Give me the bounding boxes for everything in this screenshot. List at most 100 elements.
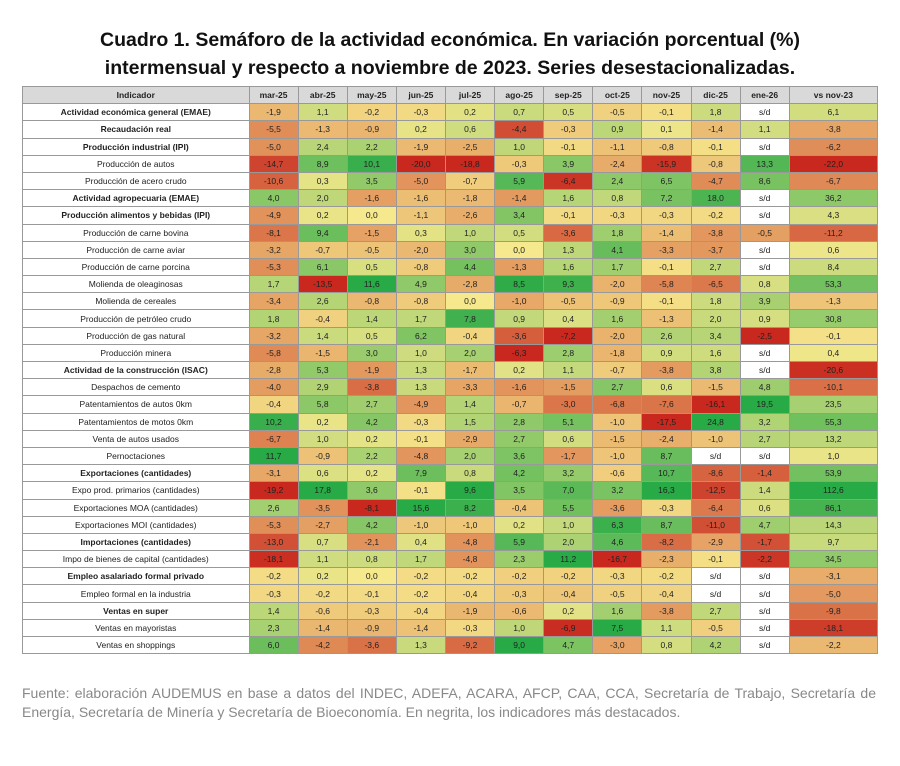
cell: 18,0 — [690, 189, 741, 208]
cell: 4,2 — [690, 635, 741, 655]
cell: -1,9 — [395, 137, 446, 156]
cell: -0,8 — [641, 137, 692, 156]
cell: 16,3 — [641, 481, 692, 500]
cell: 1,0 — [297, 429, 348, 448]
row-label: Molienda de oleaginosas — [22, 275, 250, 294]
cell: -16,1 — [690, 395, 741, 414]
cell: 1,7 — [248, 275, 299, 294]
cell: -0,1 — [641, 292, 692, 311]
row: Recaudación real -5,5 -1,3 -0,9 0,2 0,6 -4,4 -0… — [22, 120, 879, 139]
cell: -0,3 — [248, 584, 299, 603]
cell: 8,4 — [788, 257, 879, 277]
cell: 0,2 — [395, 120, 446, 139]
cell: -1,8 — [592, 343, 643, 363]
cell: 3,9 — [543, 154, 594, 173]
row: Exportaciones MOA (cantidades) 2,6 -3,5 -8,… — [22, 498, 879, 517]
row: Exportaciones (cantidades) -3,1 0,6 0,2 7,9 0… — [22, 464, 879, 483]
cell: -6,8 — [592, 395, 643, 414]
cell: 0,9 — [641, 343, 692, 363]
cell: -1,4 — [494, 189, 545, 208]
cell: -0,2 — [346, 103, 397, 122]
row: Empleo formal en la industria -0,3 -0,2 -0,… — [22, 584, 879, 603]
cell: 17,8 — [297, 481, 348, 500]
cell: 0,9 — [592, 120, 643, 139]
cell: -0,2 — [690, 206, 741, 225]
cell: -0,4 — [494, 498, 545, 517]
cell: 4,2 — [346, 412, 397, 431]
cell: 5,9 — [494, 532, 545, 552]
cell: -6,4 — [690, 498, 741, 517]
cell: 11,6 — [346, 275, 397, 294]
cell: -0,5 — [592, 584, 643, 603]
cell: 1,4 — [739, 481, 790, 500]
cell: 2,7 — [690, 601, 741, 620]
cell: 6,1 — [297, 257, 348, 277]
cell: -1,6 — [494, 378, 545, 397]
column-header: vs nov-23 — [788, 85, 879, 105]
cell: 4,7 — [543, 635, 594, 655]
cell: s/d — [739, 343, 790, 363]
row-label: Venta de autos usados — [22, 429, 250, 448]
cell: -0,3 — [592, 206, 643, 225]
cell: -0,2 — [297, 584, 348, 603]
column-header: jul-25 — [444, 85, 496, 105]
cell: s/d — [739, 618, 790, 638]
cell: 0,8 — [346, 550, 397, 569]
row-label: Producción de gas natural — [22, 326, 250, 345]
cell: -1,3 — [494, 257, 545, 277]
cell: 23,5 — [788, 395, 879, 414]
cell: -0,2 — [641, 567, 692, 586]
cell: -3,4 — [248, 292, 299, 311]
cell: -2,6 — [444, 206, 496, 225]
cell: 11,7 — [248, 446, 299, 466]
row-label: Expo prod. primarios (cantidades) — [22, 481, 250, 500]
cell: 1,5 — [444, 412, 496, 431]
cell: -0,3 — [641, 206, 692, 225]
row-label: Pernoctaciones — [22, 446, 250, 466]
cell: 1,3 — [395, 360, 446, 380]
cell: 4,7 — [739, 515, 790, 534]
cell: s/d — [739, 206, 790, 225]
cell: s/d — [739, 635, 790, 655]
column-header: sep-25 — [543, 85, 594, 105]
row-label: Exportaciones MOA (cantidades) — [22, 498, 250, 517]
cell: 3,2 — [739, 412, 790, 431]
cell: s/d — [739, 446, 790, 466]
cell: 0,8 — [739, 275, 790, 294]
cell: 2,7 — [592, 378, 643, 397]
cell: -0,1 — [543, 137, 594, 156]
cell: 0,0 — [444, 292, 496, 311]
row-label: Producción de petróleo crudo — [22, 309, 250, 328]
cell: 34,5 — [788, 550, 879, 569]
row: Producción de autos -14,7 8,9 10,1 -20,0 -18,… — [22, 154, 879, 173]
column-header: mar-25 — [248, 85, 299, 105]
cell: 0,2 — [346, 464, 397, 483]
cell: 5,1 — [543, 412, 594, 431]
cell: -3,6 — [494, 326, 545, 345]
cell: 0,2 — [297, 206, 348, 225]
cell: -0,4 — [444, 584, 496, 603]
header-row: Indicador mar-25 abr-25 may-25 jun-25 jul-25 a… — [22, 85, 879, 105]
cell: -0,8 — [346, 292, 397, 311]
cell: 6,1 — [788, 103, 879, 122]
cell: -6,2 — [788, 137, 879, 156]
cell: 0,4 — [543, 309, 594, 328]
cell: 9,7 — [788, 532, 879, 552]
cell: -0,5 — [543, 292, 594, 311]
row: Molienda de cereales -3,4 2,6 -0,8 -0,8 0,0 -1… — [22, 292, 879, 311]
row: Producción de gas natural -3,2 1,4 0,5 6,2 -0… — [22, 326, 879, 345]
cell: 55,3 — [788, 412, 879, 431]
cell: 7,8 — [444, 309, 496, 328]
cell: 0,0 — [346, 567, 397, 586]
cell: 0,4 — [395, 532, 446, 552]
cell: -1,7 — [543, 446, 594, 466]
cell: 2,0 — [690, 309, 741, 328]
column-header: nov-25 — [641, 85, 692, 105]
cell: -2,4 — [641, 429, 692, 448]
cell: 0,9 — [494, 309, 545, 328]
cell: 0,1 — [641, 120, 692, 139]
cell: -2,0 — [592, 326, 643, 345]
row: Producción de acero crudo -10,6 0,3 3,5 -5,0… — [22, 171, 879, 191]
cell: -1,0 — [494, 292, 545, 311]
cell: 1,4 — [444, 395, 496, 414]
